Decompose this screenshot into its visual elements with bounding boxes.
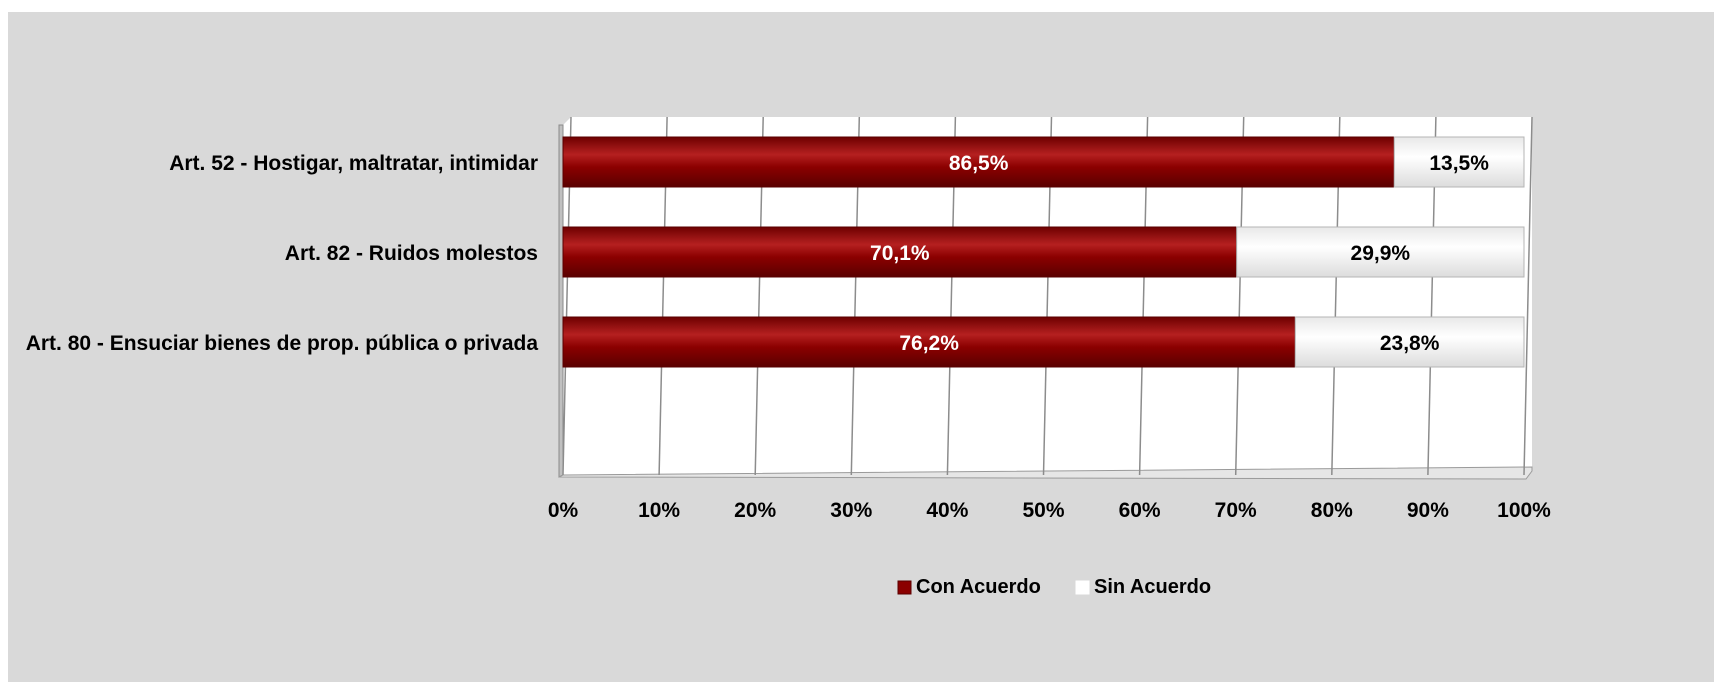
x-tick-label: 50% bbox=[1022, 499, 1064, 522]
x-tick-label: 30% bbox=[830, 499, 872, 522]
bar-con-acuerdo bbox=[562, 226, 1238, 278]
category-label: Art. 80 - Ensuciar bienes de prop. públi… bbox=[26, 332, 539, 355]
bar-con-acuerdo bbox=[562, 136, 1395, 188]
data-label: 70,1% bbox=[870, 242, 930, 265]
x-tick-label: 100% bbox=[1497, 499, 1551, 522]
x-tick-label: 0% bbox=[548, 499, 579, 522]
bar-sin-acuerdo bbox=[1236, 226, 1525, 278]
chart-area: 0% 10% 20% 30% 40% 50% 60% 70% 80% 90% 100% Art. 52… bbox=[8, 12, 1714, 682]
gridline bbox=[1523, 116, 1533, 476]
bar-con-acuerdo bbox=[562, 316, 1296, 368]
legend-label: Sin Acuerdo bbox=[1094, 576, 1211, 598]
legend-label: Con Acuerdo bbox=[916, 576, 1041, 598]
legend-swatch-con-acuerdo bbox=[897, 580, 912, 595]
x-tick-label: 10% bbox=[638, 499, 680, 522]
data-label: 76,2% bbox=[899, 332, 959, 355]
data-label: 13,5% bbox=[1429, 152, 1489, 175]
left-wall bbox=[558, 124, 564, 478]
legend-swatch-sin-acuerdo bbox=[1075, 580, 1090, 595]
floor bbox=[558, 466, 1533, 480]
data-label: 23,8% bbox=[1380, 332, 1440, 355]
x-tick-label: 20% bbox=[734, 499, 776, 522]
data-label: 86,5% bbox=[949, 152, 1009, 175]
x-tick-label: 40% bbox=[926, 499, 968, 522]
bar-sin-acuerdo bbox=[1393, 136, 1525, 188]
x-tick-label: 60% bbox=[1119, 499, 1161, 522]
bar-sin-acuerdo bbox=[1294, 316, 1525, 368]
x-tick-label: 70% bbox=[1215, 499, 1257, 522]
x-tick-label: 80% bbox=[1311, 499, 1353, 522]
category-label: Art. 52 - Hostigar, maltratar, intimidar bbox=[169, 152, 538, 175]
stacked-bar-chart: 0% 10% 20% 30% 40% 50% 60% 70% 80% 90% 100% Art. 52… bbox=[26, 116, 1551, 598]
data-label: 29,9% bbox=[1351, 242, 1411, 265]
x-tick-label: 90% bbox=[1407, 499, 1449, 522]
category-label: Art. 82 - Ruidos molestos bbox=[285, 242, 538, 265]
